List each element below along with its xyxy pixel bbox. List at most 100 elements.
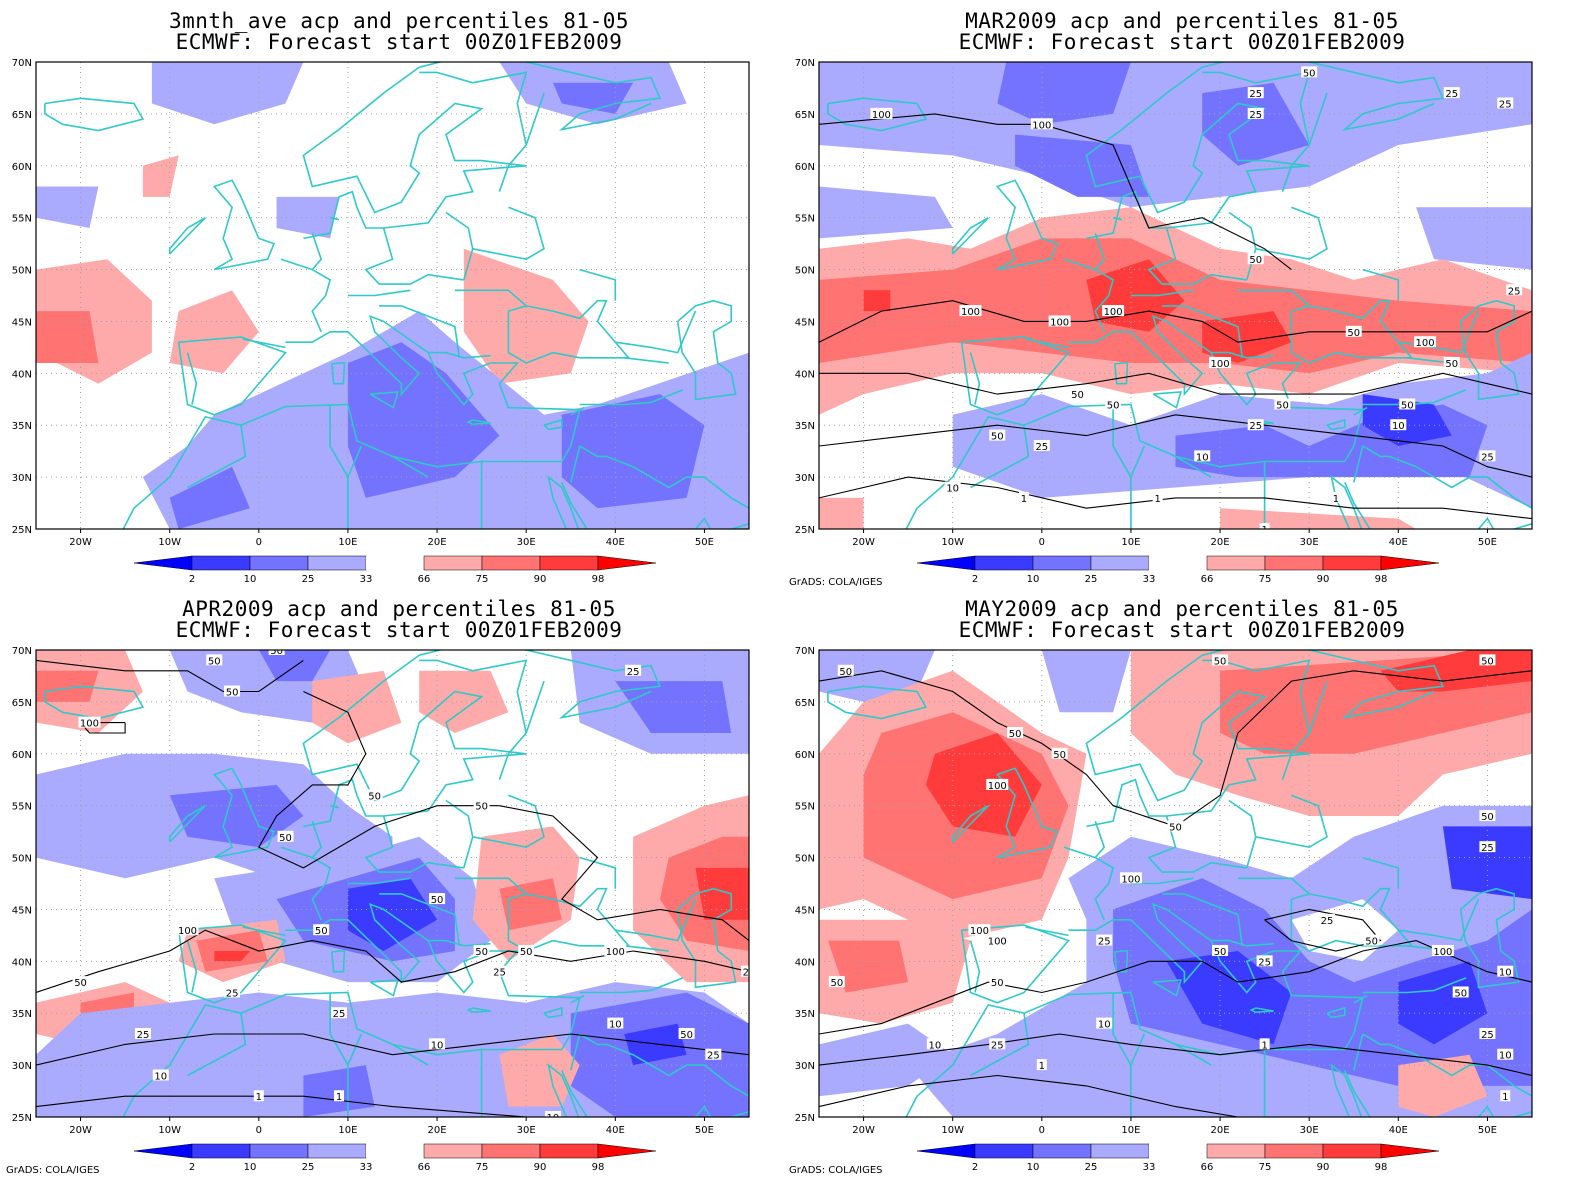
contour-label: 1 <box>1261 525 1267 536</box>
contour-label: 10 <box>431 1040 444 1051</box>
contour-label: 100 <box>1211 359 1230 370</box>
percentile-shading <box>1362 394 1452 446</box>
coastline <box>615 310 697 354</box>
coastline <box>1362 856 1400 889</box>
lat-tick-label: 50N <box>795 854 815 865</box>
coastline <box>392 455 429 478</box>
coastline <box>329 992 349 1117</box>
lon-tick-label: 30E <box>1300 537 1319 548</box>
percentile-shading <box>552 82 634 114</box>
lon-tick-label: 40E <box>1389 537 1408 548</box>
coastline <box>579 268 617 301</box>
percentile-shading <box>347 342 500 498</box>
coastline <box>995 179 1059 271</box>
contour-label: 25 <box>1499 100 1512 111</box>
contour-label: 100 <box>178 926 197 937</box>
lon-tick-label: 20W <box>69 1125 92 1136</box>
coastline <box>1353 1033 1364 1071</box>
coastline <box>1202 71 1256 84</box>
colorbar-label: 25 <box>1085 1162 1098 1173</box>
coastline <box>1255 794 1328 849</box>
coastline <box>472 206 545 261</box>
percentile-shading <box>1442 826 1532 900</box>
lat-tick-label: 40N <box>12 369 32 380</box>
contour-label: 25 <box>991 1040 1004 1051</box>
coastline <box>676 299 737 401</box>
colorbar-label: 33 <box>360 1162 373 1173</box>
percentile-shading <box>312 670 402 744</box>
colorbar-label: 98 <box>1375 574 1388 585</box>
colorbar-label: 66 <box>1201 1162 1214 1173</box>
coastline <box>1255 659 1311 780</box>
contour-label: 100 <box>988 781 1007 792</box>
colorbar-label: 98 <box>592 1162 605 1173</box>
percentile-shading <box>1202 311 1292 363</box>
coastline <box>1228 211 1257 281</box>
map-panel: APR2009 acp and percentiles 81-05 ECMWF: … <box>0 588 798 1186</box>
coastline <box>1249 1007 1274 1014</box>
contour-line <box>36 1033 749 1066</box>
coastline <box>827 97 928 132</box>
coastline <box>302 62 662 240</box>
colorbar-label: 98 <box>1375 1162 1388 1173</box>
lat-tick-label: 30N <box>12 473 32 484</box>
coastline <box>1112 216 1123 221</box>
coastline <box>1130 445 1146 478</box>
colorbar: 2 10 25 33 66 75 90 98 <box>133 1143 657 1173</box>
coastline <box>242 926 286 937</box>
panel-subtitle: ECMWF: Forecast start 00Z01FEB2009 <box>175 618 623 642</box>
contour-label: 25 <box>743 968 756 979</box>
contour-label: 100 <box>988 937 1007 948</box>
contour-label: 10 <box>1098 1020 1111 1031</box>
contour-label: 50 <box>1053 750 1066 761</box>
contour-label: 25 <box>1321 916 1334 927</box>
lat-tick-label: 35N <box>12 1009 32 1020</box>
coastline <box>454 289 527 307</box>
contour-label: 25 <box>1481 843 1494 854</box>
percentile-shading <box>196 930 268 972</box>
contour-label: 10 <box>1499 968 1512 979</box>
contour-label: 50 <box>475 802 488 813</box>
coastline <box>428 351 491 359</box>
contour-label: 50 <box>1347 328 1360 339</box>
coastline <box>995 767 1059 859</box>
coastline <box>570 406 585 416</box>
panel-subtitle: ECMWF: Forecast start 00Z01FEB2009 <box>175 30 623 54</box>
contour-label: 100 <box>970 926 989 937</box>
contour-label: 50 <box>1009 729 1022 740</box>
lon-tick-label: 10W <box>941 537 964 548</box>
coastline <box>1085 62 1445 240</box>
lon-tick-label: 0 <box>256 1125 262 1136</box>
coastline <box>615 898 697 942</box>
coastline <box>1162 305 1244 358</box>
coastline <box>311 820 323 859</box>
panel-title: MAR2009 acp and percentiles 81-05 <box>965 9 1399 33</box>
lon-tick-label: 40E <box>606 537 625 548</box>
contour-label: 25 <box>1249 110 1262 121</box>
percentile-shading <box>169 290 259 374</box>
contour-label: 50 <box>475 947 488 958</box>
coastline <box>1353 445 1364 483</box>
contour-label: 50 <box>991 432 1004 443</box>
lat-tick-label: 50N <box>12 854 32 865</box>
percentile-shading <box>36 670 99 702</box>
lon-tick-label: 20W <box>852 1125 875 1136</box>
lat-tick-label: 70N <box>12 646 32 657</box>
coastline <box>364 227 464 285</box>
percentile-shading <box>819 186 953 239</box>
lon-tick-label: 20E <box>1211 1125 1230 1136</box>
contour-label: 25 <box>333 1009 346 1020</box>
contour-label: 100 <box>872 110 891 121</box>
colorbar-label: 2 <box>189 1162 195 1173</box>
coastline <box>1162 893 1244 946</box>
lon-tick-label: 40E <box>606 1125 625 1136</box>
coastline <box>1362 977 1467 994</box>
contour-label: 50 <box>431 895 444 906</box>
coastline <box>369 979 399 997</box>
lon-tick-label: 20E <box>428 1125 447 1136</box>
contour-label: 50 <box>680 1030 693 1041</box>
coastline <box>1228 799 1257 869</box>
coastline <box>1085 650 1445 828</box>
percentile-shading <box>1398 1054 1488 1117</box>
percentile-shading <box>419 670 509 733</box>
